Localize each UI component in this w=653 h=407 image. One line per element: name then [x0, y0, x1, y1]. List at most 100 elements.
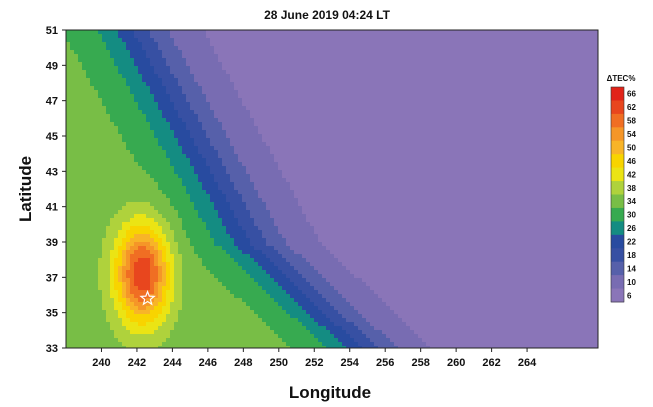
heatmap-cell — [438, 138, 443, 143]
heatmap-cell — [270, 34, 275, 39]
heatmap-cell — [566, 70, 571, 75]
heatmap-cell — [418, 74, 423, 79]
heatmap-cell — [182, 70, 187, 75]
heatmap-cell — [414, 170, 419, 175]
heatmap-cell — [434, 90, 439, 95]
heatmap-cell — [570, 58, 575, 63]
heatmap-cell — [194, 138, 199, 143]
heatmap-cell — [362, 150, 367, 155]
heatmap-cell — [494, 130, 499, 135]
heatmap-cell — [138, 106, 143, 111]
heatmap-cell — [562, 98, 567, 103]
heatmap-cell — [346, 174, 351, 179]
heatmap-cell — [194, 126, 199, 131]
heatmap-cell — [442, 46, 447, 51]
heatmap-cell — [450, 146, 455, 151]
heatmap-cell — [398, 82, 403, 87]
heatmap-cell — [466, 146, 471, 151]
heatmap-cell — [330, 50, 335, 55]
heatmap-cell — [570, 62, 575, 67]
heatmap-cell — [214, 42, 219, 47]
heatmap-cell — [178, 162, 183, 167]
heatmap-cell — [590, 102, 595, 107]
heatmap-cell — [370, 158, 375, 163]
heatmap-cell — [194, 86, 199, 91]
heatmap-cell — [286, 34, 291, 39]
heatmap-cell — [314, 110, 319, 115]
heatmap-cell — [254, 138, 259, 143]
heatmap-cell — [130, 166, 135, 171]
heatmap-cell — [434, 86, 439, 91]
heatmap-cell — [562, 30, 567, 35]
heatmap-cell — [334, 82, 339, 87]
heatmap-cell — [318, 130, 323, 135]
heatmap-cell — [462, 150, 467, 155]
heatmap-cell — [506, 118, 511, 123]
heatmap-cell — [362, 38, 367, 43]
heatmap-cell — [274, 78, 279, 83]
heatmap-cell — [150, 82, 155, 87]
heatmap-cell — [330, 122, 335, 127]
heatmap-cell — [142, 102, 147, 107]
heatmap-cell — [238, 134, 243, 139]
heatmap-cell — [282, 110, 287, 115]
heatmap-cell — [98, 166, 103, 171]
heatmap-cell — [374, 130, 379, 135]
heatmap-cell — [566, 122, 571, 127]
heatmap-cell — [218, 74, 223, 79]
heatmap-cell — [338, 98, 343, 103]
heatmap-cell — [486, 170, 491, 175]
heatmap-cell — [78, 86, 83, 91]
heatmap-cell — [274, 170, 279, 175]
heatmap-cell — [534, 94, 539, 99]
heatmap-cell — [530, 94, 535, 99]
heatmap-cell — [394, 58, 399, 63]
heatmap-cell — [342, 50, 347, 55]
heatmap-cell — [594, 34, 598, 39]
heatmap-cell — [82, 162, 87, 167]
heatmap-cell — [114, 90, 119, 95]
heatmap-cell — [186, 138, 191, 143]
heatmap-cell — [550, 102, 555, 107]
heatmap-cell — [470, 66, 475, 71]
heatmap-cell — [154, 38, 159, 43]
heatmap-cell — [414, 158, 419, 163]
heatmap-cell — [146, 166, 151, 171]
heatmap-cell — [394, 166, 399, 171]
heatmap-cell — [502, 134, 507, 139]
heatmap-cell — [290, 142, 295, 147]
heatmap-cell — [86, 86, 91, 91]
heatmap-cell — [334, 34, 339, 39]
heatmap-cell — [218, 134, 223, 139]
heatmap-cell — [74, 122, 79, 127]
heatmap-cell — [566, 138, 571, 143]
heatmap-cell — [534, 98, 539, 103]
heatmap-cell — [110, 158, 115, 163]
heatmap-cell — [114, 158, 119, 163]
heatmap-cell — [510, 34, 515, 39]
heatmap-cell — [338, 170, 343, 175]
heatmap-cell — [518, 170, 523, 175]
heatmap-cell — [342, 134, 347, 139]
heatmap-cell — [366, 166, 371, 171]
heatmap-cell — [414, 70, 419, 75]
heatmap-cell — [590, 38, 595, 43]
heatmap-cell — [190, 106, 195, 111]
heatmap-cell — [554, 50, 559, 55]
heatmap-cell — [338, 130, 343, 135]
heatmap-cell — [250, 126, 255, 131]
heatmap-cell — [554, 166, 559, 171]
heatmap-cell — [498, 66, 503, 71]
heatmap-cell — [134, 98, 139, 103]
heatmap-cell — [114, 114, 119, 119]
heatmap-cell — [182, 62, 187, 67]
heatmap-cell — [138, 178, 143, 183]
heatmap-cell — [326, 166, 331, 171]
heatmap-cell — [458, 146, 463, 151]
heatmap-cell — [590, 54, 595, 59]
heatmap-cell — [222, 166, 227, 171]
heatmap-cell — [210, 62, 215, 67]
heatmap-cell — [130, 42, 135, 47]
heatmap-cell — [406, 146, 411, 151]
heatmap-cell — [310, 106, 315, 111]
